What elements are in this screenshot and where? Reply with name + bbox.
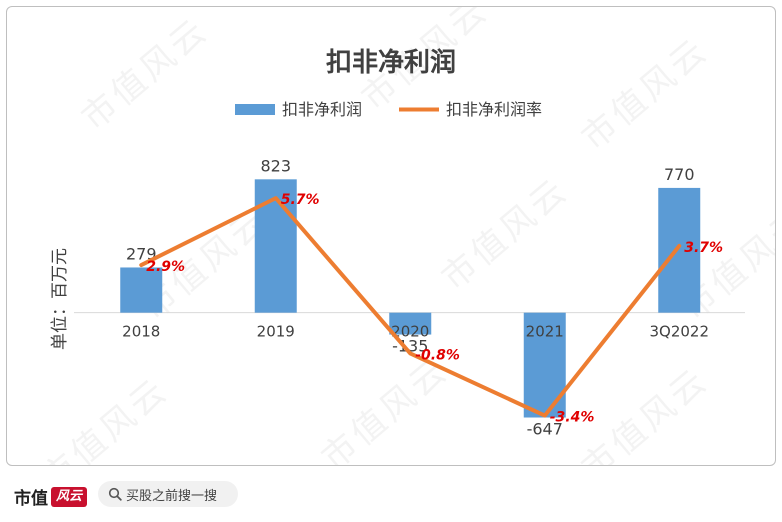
legend-label-line: 扣非净利润率 bbox=[446, 100, 542, 119]
brand-logo: 市值 风云 bbox=[14, 484, 88, 509]
x-tick-label-2019: 2019 bbox=[257, 323, 295, 341]
chart-title: 扣非净利润 bbox=[326, 47, 456, 78]
x-tick-label-2020: 2020 bbox=[391, 323, 429, 341]
bar-value-label: 279 bbox=[126, 244, 157, 263]
bar-value-label: 823 bbox=[260, 156, 291, 175]
legend-label-bar: 扣非净利润 bbox=[282, 100, 362, 119]
bar-value-label: 770 bbox=[664, 165, 695, 184]
search-icon bbox=[104, 487, 126, 501]
search-placeholder: 买股之前搜一搜 bbox=[126, 488, 218, 504]
margin-value-label: 2.9% bbox=[146, 259, 185, 275]
x-tick-label-2018: 2018 bbox=[122, 323, 160, 341]
bar-value-label: -647 bbox=[527, 420, 563, 439]
legend-swatch-bar bbox=[235, 104, 275, 115]
margin-value-label: 3.7% bbox=[684, 240, 723, 256]
line-series-margin bbox=[139, 196, 682, 418]
bar-3Q2022 bbox=[658, 187, 701, 313]
margin-value-label: -0.8% bbox=[415, 347, 460, 363]
bar-2020 bbox=[389, 312, 432, 335]
x-tick-label-3Q2022: 3Q2022 bbox=[649, 323, 709, 341]
bar-2019 bbox=[254, 179, 297, 313]
x-tick-label-2021: 2021 bbox=[526, 323, 564, 341]
margin-value-label: -3.4% bbox=[550, 410, 595, 426]
search-bar[interactable]: 买股之前搜一搜 bbox=[98, 481, 238, 507]
chart-frame: 市值风云 市值风云 市值风云 市值风云 市值风云 市值风云 市值风云 市值风云 市值风云 扣非净… bbox=[6, 6, 776, 466]
footer-bar: 市值 风云 买股之前搜一搜 bbox=[0, 470, 782, 522]
y-axis-label: 单位：百万元 bbox=[50, 248, 70, 350]
bar-2018 bbox=[120, 267, 163, 313]
brand-mark: 风云 bbox=[51, 486, 88, 507]
brand-text: 市值 bbox=[14, 489, 48, 509]
margin-value-label: 5.7% bbox=[281, 192, 320, 208]
